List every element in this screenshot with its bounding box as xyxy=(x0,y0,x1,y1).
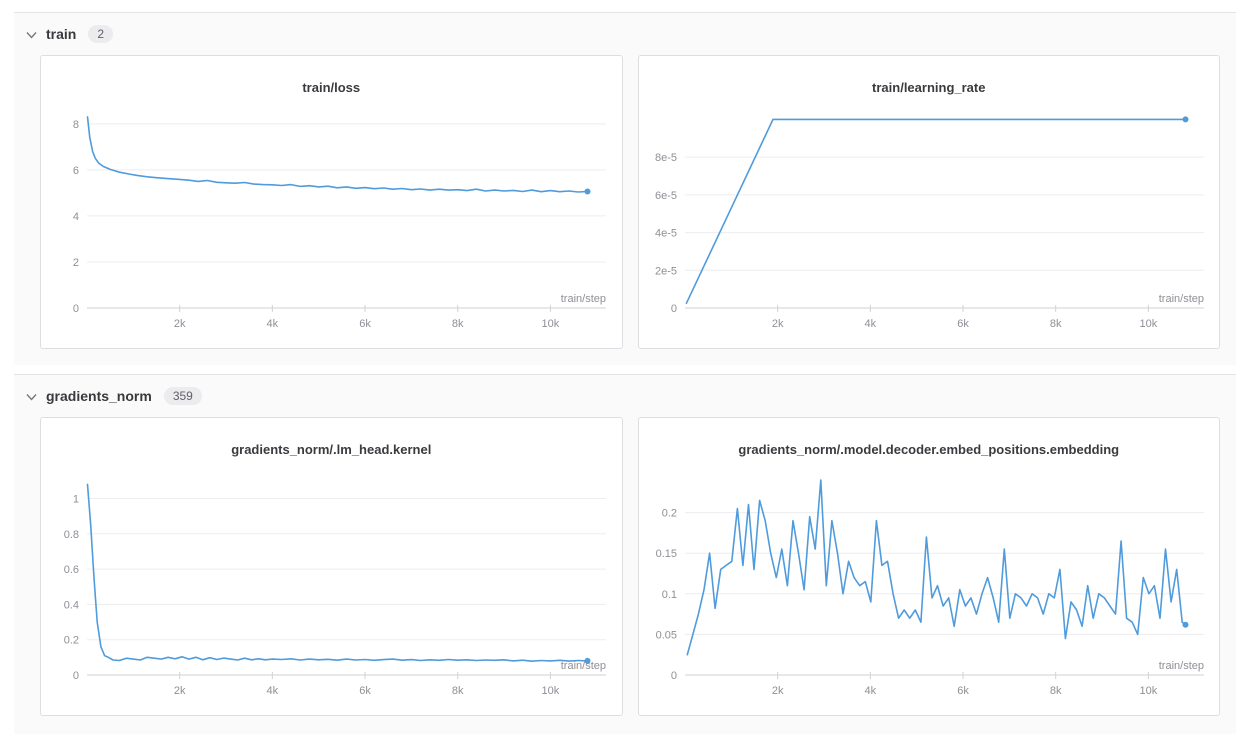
chart-title: gradients_norm/.lm_head.kernel xyxy=(41,418,622,464)
svg-text:10k: 10k xyxy=(1139,318,1157,330)
chart-plot[interactable]: 0 0.05 0.1 0.15 0.2 2k 4k 6k 8k 10k train/step xyxy=(639,464,1220,715)
chart-panel-train-loss[interactable]: train/loss 0 2 4 6 8 2k 4k 6k 8k 10k train/step xyxy=(40,55,623,349)
svg-text:0.15: 0.15 xyxy=(655,548,676,560)
section-collapse-button[interactable] xyxy=(22,26,40,42)
chart-title: train/learning_rate xyxy=(639,56,1220,102)
chart-plot[interactable]: 0 2 4 6 8 2k 4k 6k 8k 10k train/step xyxy=(41,102,622,348)
svg-text:0.2: 0.2 xyxy=(64,635,79,647)
svg-text:0: 0 xyxy=(73,670,79,682)
svg-text:4k: 4k xyxy=(267,685,279,697)
chart-plot[interactable]: 0 2e-5 4e-5 6e-5 8e-5 2k 4k 6k 8k 10k train/step xyxy=(639,102,1220,348)
x-axis-label: train/step xyxy=(1158,660,1203,672)
svg-text:6k: 6k xyxy=(957,685,969,697)
chevron-down-icon xyxy=(26,389,37,404)
section-count-badge: 2 xyxy=(88,25,113,43)
section-title: gradients_norm xyxy=(46,388,152,404)
section-header: gradients_norm 359 xyxy=(14,375,1236,405)
svg-text:1: 1 xyxy=(73,493,79,505)
svg-text:0.6: 0.6 xyxy=(64,564,79,576)
svg-text:2: 2 xyxy=(73,257,79,269)
section-title: train xyxy=(46,26,76,42)
svg-text:10k: 10k xyxy=(1139,685,1157,697)
chart-title: gradients_norm/.model.decoder.embed_posi… xyxy=(639,418,1220,464)
chart-panel-embed-positions[interactable]: gradients_norm/.model.decoder.embed_posi… xyxy=(638,417,1221,716)
svg-text:0: 0 xyxy=(73,303,79,315)
x-axis-label: train/step xyxy=(1158,293,1203,305)
svg-text:4k: 4k xyxy=(864,318,876,330)
chart-panel-lm-head-kernel[interactable]: gradients_norm/.lm_head.kernel 0 0.2 0.4 0.… xyxy=(40,417,623,716)
section-gradients-norm: gradients_norm 359 gradients_norm/.lm_he… xyxy=(14,374,1236,734)
svg-text:8: 8 xyxy=(73,119,79,131)
series-line xyxy=(686,119,1185,303)
svg-text:6e-5: 6e-5 xyxy=(654,190,676,202)
svg-text:6k: 6k xyxy=(359,318,371,330)
svg-text:10k: 10k xyxy=(542,685,560,697)
svg-text:8k: 8k xyxy=(1049,685,1061,697)
series-end-dot xyxy=(585,658,591,664)
svg-text:8k: 8k xyxy=(452,318,464,330)
svg-text:4e-5: 4e-5 xyxy=(654,228,676,240)
section-header: train 2 xyxy=(14,13,1236,43)
svg-text:8e-5: 8e-5 xyxy=(654,152,676,164)
svg-text:4k: 4k xyxy=(267,318,279,330)
x-axis-label: train/step xyxy=(561,293,606,305)
section-train: train 2 train/loss 024682k4k6k8k10ktrain… xyxy=(14,12,1236,365)
svg-text:2k: 2k xyxy=(771,685,783,697)
svg-text:0: 0 xyxy=(670,670,676,682)
svg-text:8k: 8k xyxy=(1049,318,1061,330)
series-line xyxy=(687,480,1185,655)
svg-text:4k: 4k xyxy=(864,685,876,697)
svg-text:6k: 6k xyxy=(957,318,969,330)
svg-text:2k: 2k xyxy=(771,318,783,330)
svg-text:0.2: 0.2 xyxy=(661,508,676,520)
chart-title: train/loss xyxy=(41,56,622,102)
svg-text:0.05: 0.05 xyxy=(655,629,676,641)
svg-text:2k: 2k xyxy=(174,318,186,330)
chevron-down-icon xyxy=(26,27,37,42)
svg-text:0.8: 0.8 xyxy=(64,529,79,541)
svg-text:6k: 6k xyxy=(359,685,371,697)
series-line xyxy=(88,117,588,192)
chart-plot[interactable]: 0 0.2 0.4 0.6 0.8 1 2k 4k 6k 8k 10k train/step xyxy=(41,464,622,715)
series-line xyxy=(88,484,588,661)
svg-text:8k: 8k xyxy=(452,685,464,697)
series-end-dot xyxy=(1182,116,1188,122)
series-end-dot xyxy=(1182,622,1188,628)
x-axis-label: train/step xyxy=(561,660,606,672)
svg-text:6: 6 xyxy=(73,165,79,177)
svg-text:2e-5: 2e-5 xyxy=(654,265,676,277)
section-count-badge: 359 xyxy=(164,387,202,405)
svg-text:10k: 10k xyxy=(542,318,560,330)
chart-panel-train-learning-rate[interactable]: train/learning_rate 0 2e-5 4e-5 6e-5 8e-5 2k 4… xyxy=(638,55,1221,349)
svg-text:0.1: 0.1 xyxy=(661,589,676,601)
section-collapse-button[interactable] xyxy=(22,388,40,404)
svg-text:2k: 2k xyxy=(174,685,186,697)
series-end-dot xyxy=(585,189,591,195)
svg-text:0.4: 0.4 xyxy=(64,599,79,611)
svg-text:0: 0 xyxy=(670,303,676,315)
svg-text:4: 4 xyxy=(73,211,79,223)
